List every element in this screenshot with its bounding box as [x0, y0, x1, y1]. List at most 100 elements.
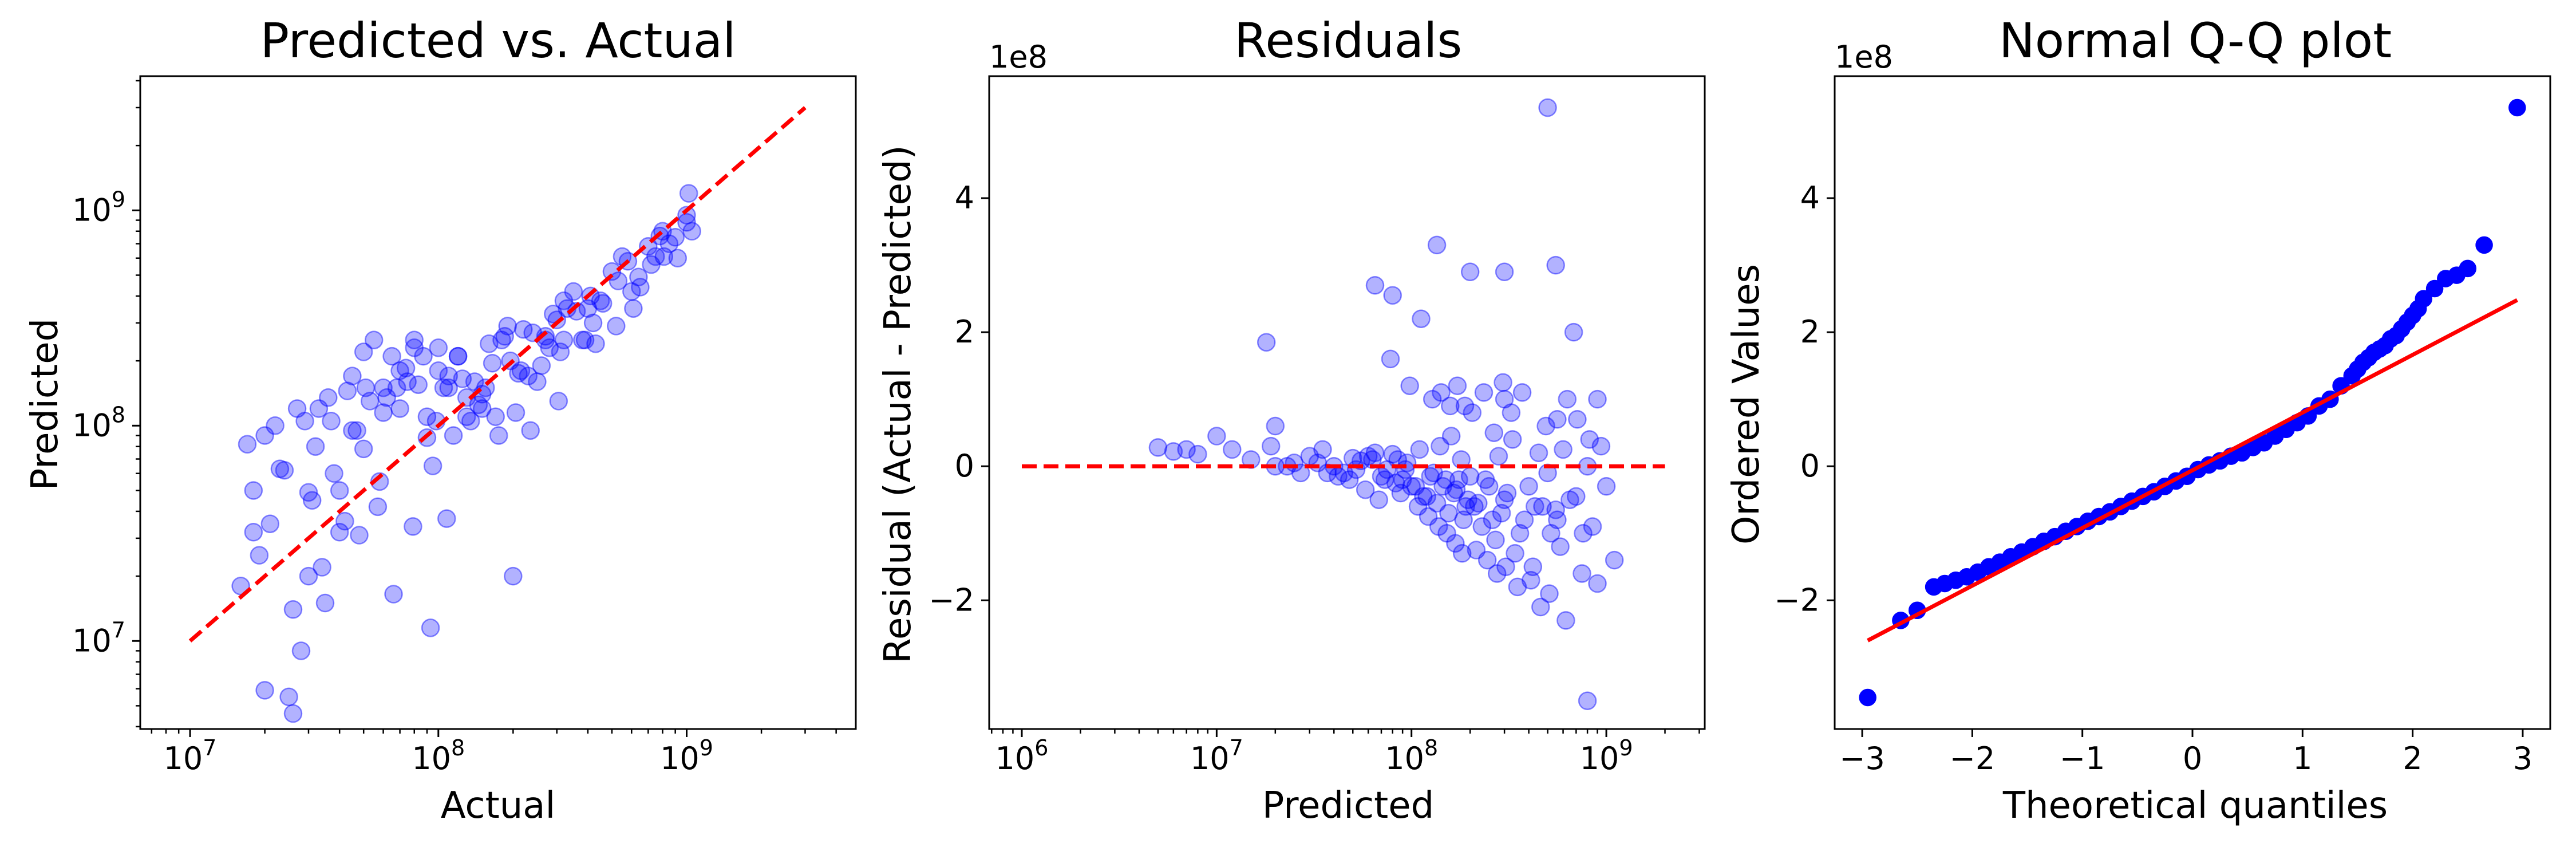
data-point	[1448, 376, 1467, 395]
data-point	[1381, 349, 1400, 369]
data-point	[631, 278, 650, 297]
data-point	[1383, 286, 1402, 305]
data-point	[1495, 262, 1514, 282]
tick-exponent: 8	[451, 735, 465, 761]
data-point	[1441, 396, 1460, 416]
data-point	[1356, 480, 1375, 499]
data-point	[1529, 443, 1548, 463]
y-tick-label: −2	[929, 582, 974, 618]
data-point	[1502, 403, 1521, 422]
data-point	[1396, 460, 1415, 479]
data-point	[1148, 438, 1168, 457]
tick-exponent: 7	[1230, 735, 1243, 761]
normal-qq-panel: Normal Q-Q plot 1e8 Theoretical quantile…	[1725, 13, 2551, 827]
data-point	[368, 497, 388, 517]
y-tick-label: 0	[1800, 448, 1820, 484]
data-point	[1444, 483, 1463, 503]
data-point	[1546, 501, 1565, 519]
data-point	[354, 342, 373, 361]
data-point	[540, 338, 559, 357]
y-tick-label: 2	[1800, 314, 1820, 350]
residuals-panel: Residuals 1e8 Predicted Residual (Actual…	[877, 13, 1706, 827]
data-point	[448, 346, 468, 366]
data-point	[1436, 470, 1455, 489]
tick-base: 10	[72, 407, 112, 443]
x-tick-label: −1	[2060, 740, 2105, 777]
data-point	[453, 369, 472, 388]
data-point	[1334, 463, 1353, 483]
data-point	[1459, 490, 1477, 509]
data-point	[270, 459, 290, 478]
x-tick-label: 2	[2403, 740, 2422, 777]
data-point	[554, 291, 574, 310]
x-tick-label: −2	[1950, 740, 1996, 777]
data-point	[291, 641, 311, 660]
y-tick-label: 0	[955, 448, 974, 484]
data-point	[1542, 523, 1560, 543]
data-point	[279, 687, 298, 707]
data-point	[404, 517, 422, 536]
data-point	[260, 514, 280, 533]
data-point	[1369, 490, 1388, 509]
data-point	[1554, 440, 1573, 459]
x-tick-label: 107	[1190, 735, 1243, 777]
data-point	[1519, 477, 1538, 496]
data-point	[622, 282, 641, 301]
data-point	[544, 305, 563, 324]
tick-base: 10	[1190, 740, 1230, 777]
data-point	[668, 249, 688, 267]
tick-exponent: 9	[112, 187, 125, 212]
data-point	[322, 412, 341, 431]
data-point	[1568, 410, 1587, 429]
data-point	[244, 481, 263, 500]
data-point	[374, 403, 393, 422]
tick-base: 10	[72, 622, 112, 659]
data-point	[1391, 483, 1411, 503]
data-point	[495, 327, 514, 346]
data-point	[414, 346, 433, 366]
data-point	[1484, 423, 1504, 442]
data-point	[1540, 584, 1559, 603]
chart-title: Predicted vs. Actual	[260, 13, 736, 69]
data-point	[1556, 611, 1575, 630]
data-point	[573, 330, 592, 349]
data-point	[1412, 309, 1431, 328]
y-axis-label: Ordered Values	[1725, 264, 1768, 545]
data-point	[1548, 410, 1567, 429]
data-point	[325, 464, 343, 483]
data-point	[417, 407, 437, 426]
data-point	[1406, 477, 1425, 496]
data-point	[682, 222, 701, 241]
y-axis-label: Predicted	[24, 318, 66, 490]
data-point	[1447, 480, 1466, 499]
data-point	[1580, 430, 1599, 449]
data-point	[1477, 550, 1497, 570]
data-point	[1417, 487, 1436, 506]
plot-area	[188, 106, 807, 723]
data-point	[1460, 262, 1480, 282]
data-point	[1358, 447, 1378, 466]
data-point	[1551, 537, 1570, 556]
data-point	[1474, 383, 1494, 402]
data-point	[1536, 416, 1555, 436]
data-point	[338, 381, 357, 400]
data-point	[1495, 490, 1514, 509]
data-point	[266, 416, 285, 435]
data-point	[1383, 444, 1402, 464]
data-point	[421, 618, 440, 637]
data-point	[521, 421, 540, 440]
data-point	[1188, 444, 1207, 464]
data-point	[677, 212, 696, 232]
tick-base: 10	[995, 740, 1035, 777]
tick-exponent: 9	[1619, 735, 1633, 761]
data-point	[434, 378, 453, 397]
data-point	[1512, 383, 1532, 402]
data-point	[255, 426, 274, 445]
y-tick-label: 4	[955, 180, 974, 216]
tick-base: 10	[412, 740, 451, 777]
data-point	[1467, 541, 1486, 559]
predicted-vs-actual-panel: Predicted vs. Actual Actual Predicted 10…	[24, 13, 857, 827]
y-tick-label: 108	[72, 402, 125, 443]
data-point	[1313, 440, 1332, 459]
data-point	[646, 247, 665, 266]
